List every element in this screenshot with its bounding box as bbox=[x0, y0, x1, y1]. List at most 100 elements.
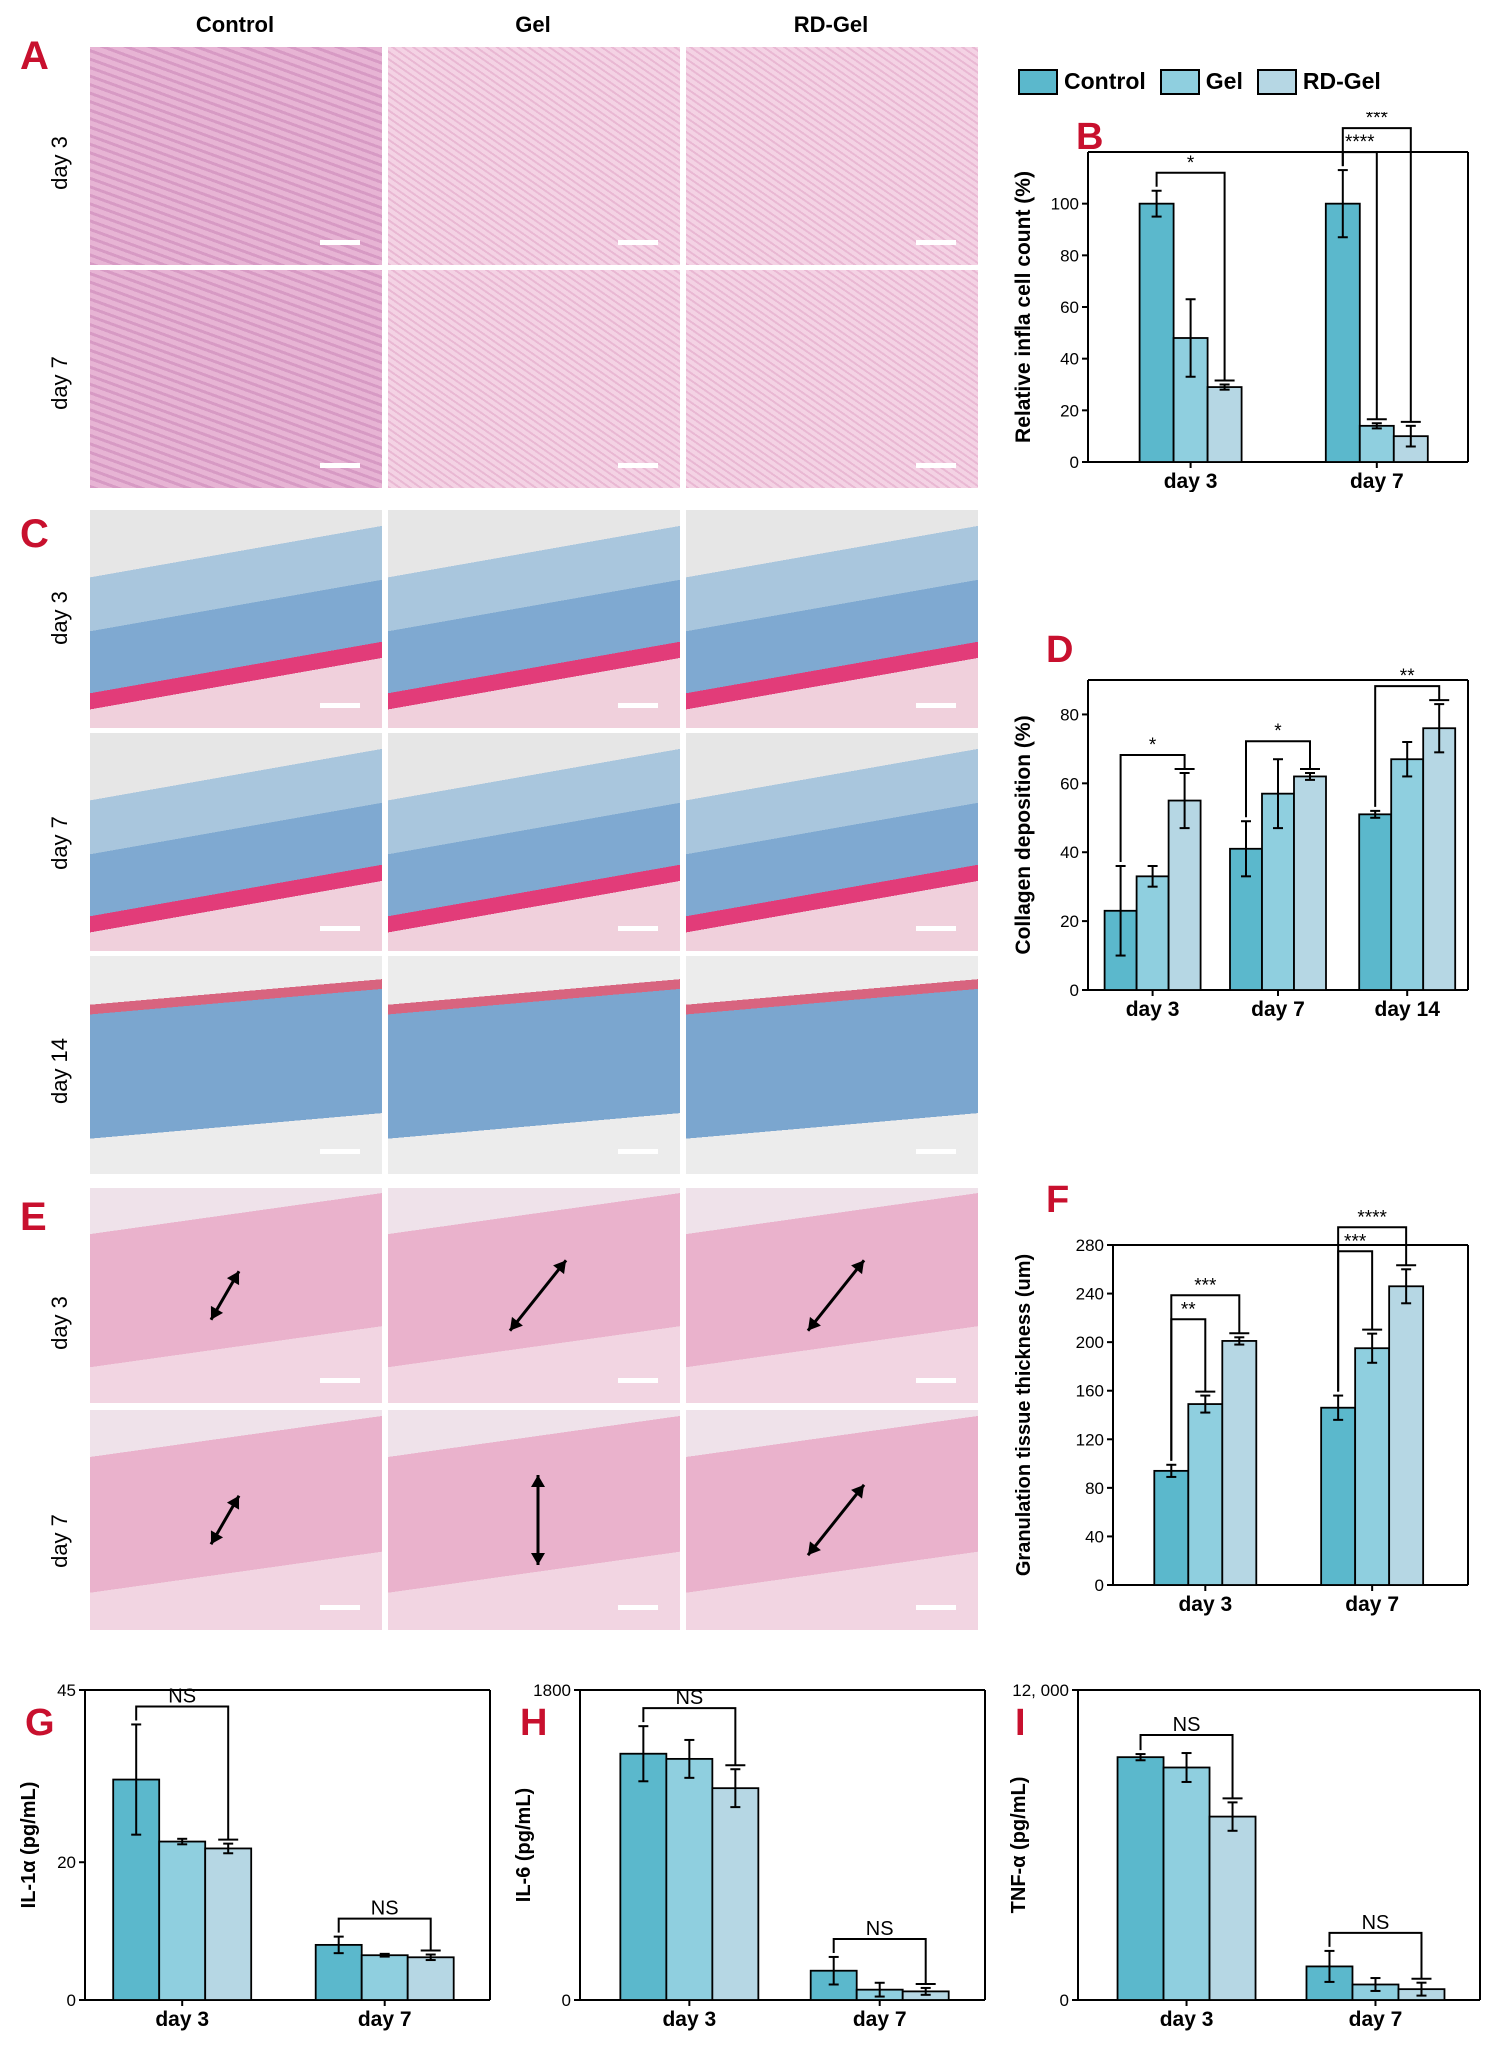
bar-rdgel-day3 bbox=[1208, 1815, 1257, 2001]
bar-rdgel-day7 bbox=[1293, 775, 1327, 991]
significance-label: * bbox=[1149, 735, 1157, 756]
micrograph-a-row1-col0 bbox=[90, 270, 382, 488]
bar-control-day7 bbox=[1324, 202, 1361, 463]
scale-bar bbox=[618, 463, 658, 468]
bar-rdgel-day3 bbox=[1167, 799, 1202, 991]
row-label-c-day3: day 3 bbox=[47, 591, 72, 645]
row-label-a-day7: day 7 bbox=[47, 356, 72, 410]
y-tick-label: 12, 000 bbox=[1012, 1681, 1069, 1700]
scale-bar bbox=[320, 703, 360, 708]
scale-bar bbox=[320, 926, 360, 931]
chart-f: F 0 40 80 120 160 200 240 280 Granulation tissue … bbox=[1013, 1179, 1469, 1616]
scale-bar bbox=[618, 240, 658, 245]
micrograph-c-row2-col1 bbox=[388, 510, 680, 728]
bar-control-day14 bbox=[1358, 813, 1393, 991]
micrograph-a-row1-col2 bbox=[686, 270, 978, 488]
y-tick-label: 45 bbox=[57, 1681, 76, 1700]
bar-rdgel-day3 bbox=[1206, 386, 1243, 463]
bar-gel-day7 bbox=[360, 1954, 409, 2001]
micrograph-c-row3-col0 bbox=[90, 733, 382, 951]
significance-label: NS bbox=[675, 1687, 703, 1709]
bar-rdgel-day7 bbox=[1388, 1285, 1425, 1586]
scale-bar bbox=[916, 1605, 956, 1610]
y-tick-label: 20 bbox=[57, 1853, 76, 1872]
thickness-arrow-icon bbox=[531, 1475, 545, 1565]
y-tick-label: 280 bbox=[1076, 1236, 1104, 1255]
panel-letter-c: C bbox=[20, 512, 49, 556]
thickness-arrow-icon bbox=[508, 1259, 568, 1332]
significance-label: * bbox=[1187, 153, 1195, 174]
bar-control-day3 bbox=[619, 1752, 668, 2001]
x-tick-label: day 7 bbox=[1349, 2008, 1403, 2031]
significance-bracket bbox=[1119, 754, 1186, 862]
micrograph-e-row6-col0 bbox=[90, 1410, 382, 1630]
y-tick-label: 60 bbox=[1060, 298, 1079, 317]
legend-label-gel: Gel bbox=[1205, 68, 1243, 94]
chart-g: G 0 20 45 IL-1α (pg/mL) day 3 day 7 NS NS bbox=[18, 1681, 491, 2031]
y-axis-label: Granulation tissue thickness (um) bbox=[1013, 1254, 1035, 1576]
bar-gel-day7 bbox=[1354, 1347, 1391, 1586]
legend-label-rdgel: RD-Gel bbox=[1302, 68, 1381, 94]
bar-gel-day3 bbox=[665, 1757, 714, 2001]
significance-label: ** bbox=[1400, 666, 1415, 687]
scale-bar bbox=[618, 1149, 658, 1154]
y-tick-label: 0 bbox=[1095, 1576, 1104, 1595]
scale-bar bbox=[618, 1605, 658, 1610]
y-tick-label: 100 bbox=[1051, 195, 1079, 214]
y-tick-label: 1800 bbox=[533, 1681, 571, 1700]
y-axis-label: Collagen deposition (%) bbox=[1012, 715, 1035, 954]
legend-swatch-gel bbox=[1159, 68, 1200, 95]
significance-label: NS bbox=[866, 1918, 894, 1940]
panel-letter-f: F bbox=[1046, 1179, 1069, 1221]
y-tick-label: 40 bbox=[1060, 350, 1079, 369]
significance-bracket bbox=[642, 1707, 737, 1766]
x-tick-label: day 3 bbox=[1164, 470, 1218, 492]
y-axis-label: IL-1α (pg/mL) bbox=[18, 1782, 40, 1909]
significance-label: **** bbox=[1357, 1207, 1387, 1228]
y-tick-label: 0 bbox=[562, 1991, 571, 2010]
panel-letter-i: I bbox=[1015, 1702, 1026, 1744]
significance-bracket bbox=[1155, 171, 1226, 381]
panel-letter-a: A bbox=[20, 34, 49, 78]
significance-bracket bbox=[1245, 740, 1311, 818]
legend-item-control: Control bbox=[1018, 68, 1146, 95]
chart-i: I 0 12, 000 TNF-α (pg/mL) day 3 day 7 NS NS bbox=[1008, 1681, 1481, 2031]
significance-label: NS bbox=[168, 1685, 196, 1707]
chart-h: H 0 1800 IL-6 (pg/mL) day 3 day 7 NS NS bbox=[513, 1681, 986, 2031]
row-label-a-day3: day 3 bbox=[47, 136, 72, 190]
bar-rdgel-day7 bbox=[406, 1956, 455, 2001]
significance-label: *** bbox=[1366, 112, 1389, 129]
legend-label-control: Control bbox=[1064, 68, 1146, 94]
x-tick-label: day 7 bbox=[853, 2008, 907, 2031]
row-label-e-day3: day 3 bbox=[47, 1296, 72, 1350]
scale-bar bbox=[916, 240, 956, 245]
y-tick-label: 120 bbox=[1076, 1430, 1104, 1449]
x-tick-label: day 7 bbox=[1345, 1593, 1399, 1616]
scale-bar bbox=[320, 463, 360, 468]
y-axis-label: TNF-α (pg/mL) bbox=[1008, 1777, 1030, 1914]
bar-control-day7 bbox=[1320, 1406, 1357, 1586]
bar-rdgel-day14 bbox=[1422, 727, 1457, 991]
y-tick-label: 80 bbox=[1060, 246, 1079, 265]
x-tick-label: day 14 bbox=[1375, 998, 1441, 1021]
scale-bar bbox=[320, 1378, 360, 1383]
y-axis-label: IL-6 (pg/mL) bbox=[513, 1788, 535, 1902]
significance-bracket bbox=[337, 1917, 432, 1951]
x-tick-label: day 7 bbox=[1350, 470, 1404, 492]
panel-letter-g: G bbox=[25, 1702, 55, 1744]
scale-bar bbox=[916, 1149, 956, 1154]
y-tick-label: 160 bbox=[1076, 1382, 1104, 1401]
micrograph-a-row0-col0 bbox=[90, 47, 382, 265]
panel-letter-h: H bbox=[520, 1702, 547, 1744]
significance-label: * bbox=[1274, 721, 1282, 742]
x-tick-label: day 3 bbox=[1160, 2008, 1214, 2031]
bar-gel-day3 bbox=[1162, 1766, 1211, 2001]
significance-label: NS bbox=[1362, 1912, 1390, 1934]
x-tick-label: day 7 bbox=[1251, 998, 1305, 1021]
column-header-rdgel: RD-Gel bbox=[793, 12, 869, 37]
significance-label: ** bbox=[1181, 1299, 1196, 1320]
scale-bar bbox=[618, 703, 658, 708]
row-label-c-day7: day 7 bbox=[47, 816, 72, 870]
bar-gel-day3 bbox=[1187, 1403, 1224, 1586]
y-tick-label: 40 bbox=[1085, 1527, 1104, 1546]
